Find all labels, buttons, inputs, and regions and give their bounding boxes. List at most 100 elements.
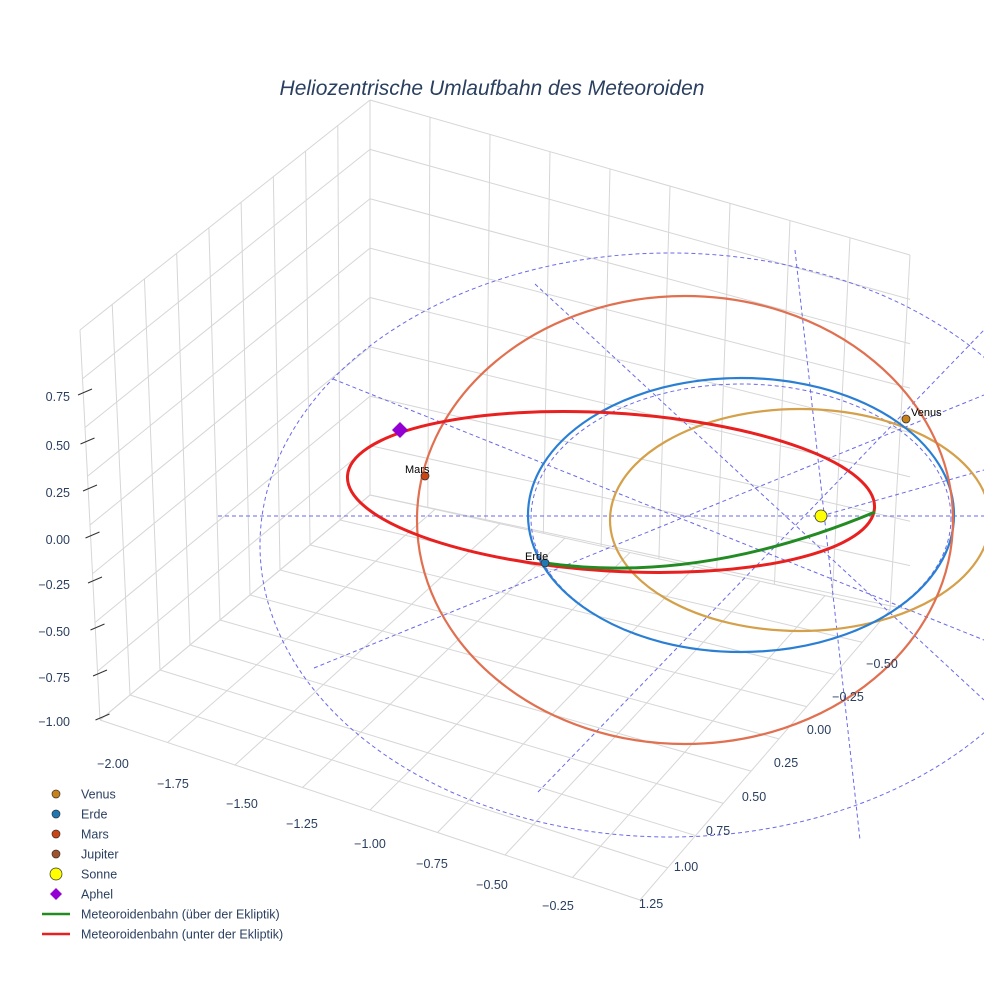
legend-circle-icon bbox=[49, 867, 63, 881]
grid-line bbox=[369, 148, 911, 300]
grid-line bbox=[485, 134, 491, 521]
point-mars bbox=[420, 471, 430, 481]
legend-item[interactable]: Erde bbox=[51, 808, 107, 822]
z-tick-mark bbox=[82, 484, 98, 492]
legend-diamond-icon bbox=[50, 888, 62, 900]
legend-label: Meteoroidenbahn (unter der Ekliptik) bbox=[81, 928, 283, 942]
venus-orbit bbox=[608, 407, 984, 633]
point-label: Venus bbox=[911, 407, 942, 419]
orbits bbox=[345, 294, 984, 746]
points: Venus Erde Mars bbox=[392, 407, 942, 568]
z-tick-mark bbox=[92, 669, 108, 677]
point-label: Mars bbox=[405, 464, 430, 476]
mars-orbit bbox=[415, 294, 955, 746]
earth-orbit bbox=[526, 376, 956, 654]
ecliptic-line bbox=[794, 249, 861, 841]
z-tick-label: −0.50 bbox=[38, 625, 70, 639]
z-tick-label: 0.75 bbox=[46, 390, 70, 404]
ecliptic-line bbox=[820, 469, 984, 517]
y-tick-label: −0.25 bbox=[832, 690, 864, 704]
z-tick-label: 0.00 bbox=[46, 533, 70, 547]
grid-line bbox=[82, 148, 371, 380]
y-tick-label: 0.25 bbox=[774, 756, 798, 770]
ecliptic-line bbox=[313, 394, 984, 669]
grid bbox=[79, 99, 911, 901]
z-tick-mark bbox=[77, 388, 93, 396]
grid-line bbox=[79, 99, 371, 331]
legend-item[interactable]: Meteoroidenbahn (unter der Ekliptik) bbox=[42, 928, 283, 942]
ecliptic-grid bbox=[218, 249, 984, 841]
z-tick-mark bbox=[80, 437, 95, 445]
x-tick-label: −1.00 bbox=[354, 837, 386, 851]
z-tick-label: −1.00 bbox=[38, 715, 70, 729]
meteoroid-orbit-below bbox=[345, 410, 877, 574]
grid-line bbox=[716, 203, 731, 572]
y-tick-label: 0.75 bbox=[706, 824, 730, 838]
grid-line bbox=[639, 609, 891, 901]
legend-circle-icon bbox=[51, 809, 61, 819]
z-tick-label: −0.75 bbox=[38, 671, 70, 685]
grid-line bbox=[92, 346, 371, 575]
grid-line bbox=[369, 99, 911, 256]
grid-line bbox=[302, 537, 566, 788]
grid-line bbox=[369, 494, 911, 611]
z-tick-mark bbox=[95, 713, 110, 721]
y-tick-label: −0.50 bbox=[866, 657, 898, 671]
y-tick-label: 0.00 bbox=[807, 723, 831, 737]
grid-line bbox=[87, 247, 371, 477]
grid-line bbox=[89, 297, 371, 526]
y-tick-label: 1.25 bbox=[639, 897, 663, 911]
grid-line bbox=[773, 220, 791, 585]
legend-item[interactable]: Mars bbox=[51, 828, 109, 842]
legend-label: Jupiter bbox=[81, 848, 119, 862]
z-tick-mark bbox=[85, 531, 100, 539]
ecliptic-line bbox=[332, 378, 984, 641]
grid-line bbox=[542, 151, 551, 534]
grid-line bbox=[99, 494, 371, 721]
grid-line bbox=[504, 580, 761, 856]
x-tick-label: −1.75 bbox=[157, 777, 189, 791]
x-tick-label: −1.25 bbox=[286, 817, 318, 831]
grid-line bbox=[94, 395, 371, 623]
z-tick-mark bbox=[87, 576, 103, 584]
legend-label: Mars bbox=[81, 828, 109, 842]
legend-item[interactable]: Jupiter bbox=[51, 848, 119, 862]
grid-line bbox=[167, 508, 436, 743]
point-venus bbox=[901, 414, 911, 424]
legend-label: Erde bbox=[81, 808, 107, 822]
x-tick-label: −1.50 bbox=[226, 797, 258, 811]
grid-line bbox=[600, 168, 611, 547]
meteoroid-orbit-above bbox=[544, 510, 876, 570]
grid-line bbox=[369, 247, 911, 389]
legend-item[interactable]: Meteoroidenbahn (über der Ekliptik) bbox=[42, 908, 280, 922]
x-tick-label: −0.75 bbox=[416, 857, 448, 871]
point-erde bbox=[540, 558, 550, 568]
tick-labels: 0.75 0.50 0.25 0.00 −0.25 −0.50 −0.75 −1.00 −2.0… bbox=[38, 388, 898, 913]
point-label: Erde bbox=[525, 551, 548, 563]
grid-line bbox=[658, 186, 671, 559]
grid-line bbox=[437, 566, 696, 833]
z-tick-label: 0.50 bbox=[46, 439, 70, 453]
x-tick-label: −2.00 bbox=[97, 757, 129, 771]
z-tick-label: 0.25 bbox=[46, 486, 70, 500]
z-tick-mark bbox=[90, 623, 105, 631]
z-tick-label: −0.25 bbox=[38, 578, 70, 592]
y-tick-label: 1.00 bbox=[674, 860, 698, 874]
aphel-marker bbox=[392, 422, 408, 438]
legend-item[interactable]: Aphel bbox=[50, 888, 113, 902]
legend-label: Venus bbox=[81, 788, 116, 802]
legend-circle-icon bbox=[51, 789, 61, 799]
legend-item[interactable]: Venus bbox=[51, 788, 116, 802]
grid-line bbox=[831, 237, 851, 598]
legend-item[interactable]: Sonne bbox=[49, 867, 117, 882]
legend-circle-icon bbox=[51, 829, 61, 839]
x-tick-label: −0.25 bbox=[542, 899, 574, 913]
point-sonne bbox=[814, 509, 828, 523]
grid-line bbox=[97, 445, 371, 672]
legend[interactable]: Venus Erde Mars Jupiter Sonne Aphel Meteoroide… bbox=[42, 788, 283, 942]
grid-line bbox=[369, 445, 911, 567]
grid-line bbox=[234, 523, 501, 766]
grid-line bbox=[84, 198, 371, 428]
legend-label: Aphel bbox=[81, 888, 113, 902]
